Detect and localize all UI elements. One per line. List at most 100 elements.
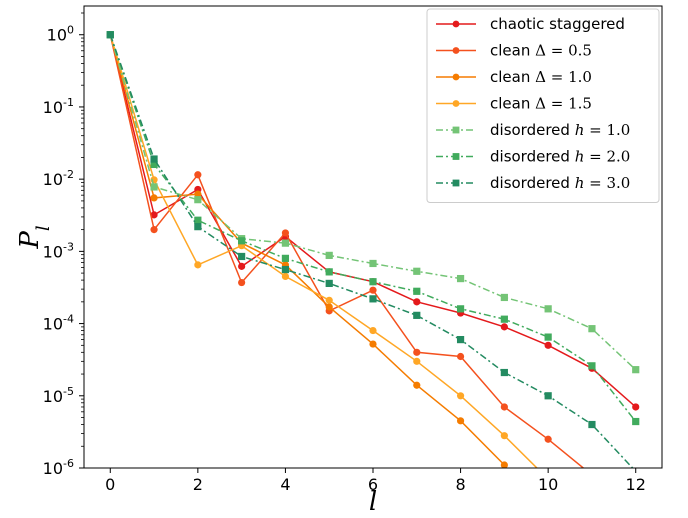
data-point [588, 471, 595, 478]
legend-label-symbol: Δ [535, 42, 546, 60]
legend: chaotic staggeredclean Δ = 0.5clean Δ = … [427, 9, 659, 203]
data-point [369, 278, 376, 285]
legend-label-symbol: Δ [535, 95, 546, 113]
data-point [632, 366, 639, 373]
data-point [545, 436, 552, 443]
legend-swatch-marker [453, 153, 460, 160]
x-tick-label: 2 [193, 475, 203, 494]
data-point [632, 418, 639, 425]
legend-label: chaotic staggered [490, 15, 625, 33]
data-point [501, 294, 508, 301]
data-point [632, 403, 639, 410]
legend-label: disordered h = 2.0 [490, 148, 630, 166]
data-point [326, 303, 333, 310]
data-point [282, 229, 289, 236]
data-point [457, 275, 464, 282]
legend-label-text: clean [490, 42, 535, 60]
data-point [150, 155, 157, 162]
data-point [501, 432, 508, 439]
y-tick-label: 10-1 [43, 96, 74, 117]
legend-label: clean Δ = 1.0 [490, 68, 592, 86]
legend-swatch-marker [453, 47, 460, 54]
legend-label-text: clean [490, 68, 535, 86]
legend-swatch-marker [453, 127, 460, 134]
y-tick-label-exponent: -1 [63, 96, 74, 109]
x-tick-label: 4 [280, 475, 290, 494]
data-point [501, 369, 508, 376]
y-tick-label-exponent: -4 [63, 313, 74, 326]
data-point [588, 362, 595, 369]
legend-swatch-marker [453, 180, 460, 187]
data-point [588, 325, 595, 332]
data-point [413, 298, 420, 305]
data-point [413, 382, 420, 389]
y-tick-label-base: 10 [43, 170, 63, 189]
legend-label-text: disordered [490, 148, 575, 166]
y-axis-label-main: P [15, 231, 45, 250]
legend-swatch-marker [453, 21, 460, 28]
legend-label-value: = 1.5 [546, 95, 592, 113]
legend-label-text: disordered [490, 121, 575, 139]
data-point [238, 263, 245, 270]
data-point [545, 305, 552, 312]
data-point [457, 353, 464, 360]
data-point [238, 253, 245, 260]
data-point [150, 226, 157, 233]
y-tick-label-exponent: -5 [63, 385, 74, 398]
legend-label-value: = 0.5 [546, 42, 592, 60]
data-point [282, 255, 289, 262]
data-point [501, 403, 508, 410]
y-tick-label-exponent: 0 [67, 24, 74, 37]
data-point [238, 237, 245, 244]
data-point [457, 392, 464, 399]
data-point [194, 217, 201, 224]
data-point [545, 333, 552, 340]
y-tick-label: 10-4 [43, 313, 74, 334]
y-tick-label: 10-5 [43, 385, 74, 406]
x-axis-label: l [369, 487, 377, 517]
x-tick-label: 0 [105, 475, 115, 494]
data-point [501, 316, 508, 323]
legend-label-value: = 1.0 [546, 68, 592, 86]
data-point [282, 273, 289, 280]
data-point [326, 252, 333, 259]
data-point [369, 295, 376, 302]
data-point [369, 340, 376, 347]
data-point [413, 288, 420, 295]
y-tick-label-base: 10 [43, 459, 63, 478]
x-tick-label: 8 [455, 475, 465, 494]
legend-label-text: disordered [490, 174, 575, 192]
legend-label: disordered h = 1.0 [490, 121, 630, 139]
data-point [238, 279, 245, 286]
legend-label-symbol: h [575, 121, 585, 139]
data-point [457, 417, 464, 424]
y-axis-label-subscript: l [33, 225, 54, 231]
legend-label: disordered h = 3.0 [490, 174, 630, 192]
data-point [457, 305, 464, 312]
x-tick-label: 10 [538, 475, 558, 494]
data-point [545, 342, 552, 349]
legend-label: clean Δ = 0.5 [490, 42, 592, 60]
legend-label-value: = 3.0 [584, 174, 630, 192]
data-point [369, 327, 376, 334]
legend-label-text: chaotic staggered [490, 15, 625, 33]
data-point [588, 421, 595, 428]
y-tick-label-base: 10 [43, 98, 63, 117]
data-point [326, 297, 333, 304]
data-point [369, 260, 376, 267]
data-point [545, 392, 552, 399]
y-tick-label: 10-6 [43, 457, 74, 478]
legend-swatch-marker [453, 74, 460, 81]
data-point [107, 31, 114, 38]
x-tick-label: 12 [626, 475, 646, 494]
y-tick-label: 10-3 [43, 240, 74, 261]
data-point [194, 196, 201, 203]
data-point [282, 240, 289, 247]
y-tick-label-base: 10 [43, 387, 63, 406]
y-tick-label-base: 10 [43, 242, 63, 261]
legend-label-symbol: Δ [535, 68, 546, 86]
legend-swatch-marker [453, 100, 460, 107]
y-tick-label: 100 [47, 24, 74, 45]
